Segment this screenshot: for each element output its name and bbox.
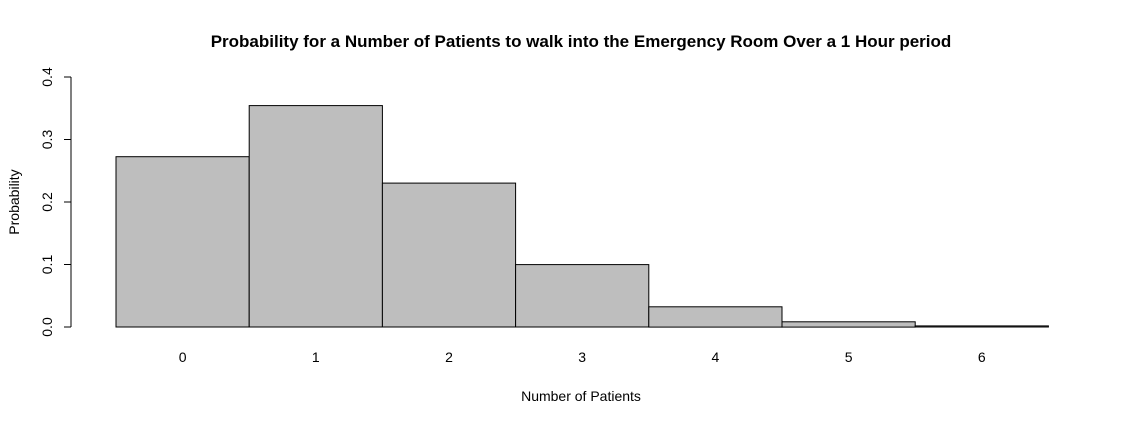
bar-0 <box>115 156 250 328</box>
y-tick-label-0.0: 0.0 <box>39 317 55 337</box>
x-tick-label-3: 3 <box>578 349 586 365</box>
bar-6 <box>914 325 1049 328</box>
x-tick-labels: 0 1 2 3 4 5 6 <box>179 349 986 365</box>
x-tick-label-2: 2 <box>445 349 453 365</box>
y-axis-label: Probability <box>6 169 22 234</box>
y-axis: 0.0 0.1 0.2 0.3 0.4 <box>39 67 72 337</box>
x-axis-label: Number of Patients <box>521 388 641 404</box>
bars-group <box>115 105 1049 328</box>
y-tick-label-0.3: 0.3 <box>39 130 55 150</box>
y-tick-label-0.2: 0.2 <box>39 192 55 212</box>
bar-5 <box>781 321 916 328</box>
x-tick-label-1: 1 <box>312 349 320 365</box>
bar-1 <box>248 105 383 328</box>
chart-title: Probability for a Number of Patients to … <box>211 32 952 51</box>
y-tick-label-0.1: 0.1 <box>39 255 55 275</box>
bar-3 <box>515 264 650 328</box>
x-tick-label-6: 6 <box>978 349 986 365</box>
x-tick-label-4: 4 <box>712 349 720 365</box>
y-tick-label-0.4: 0.4 <box>39 67 55 87</box>
x-tick-label-5: 5 <box>845 349 853 365</box>
x-tick-label-0: 0 <box>179 349 187 365</box>
bar-4 <box>648 306 783 328</box>
bar-2 <box>381 182 517 328</box>
